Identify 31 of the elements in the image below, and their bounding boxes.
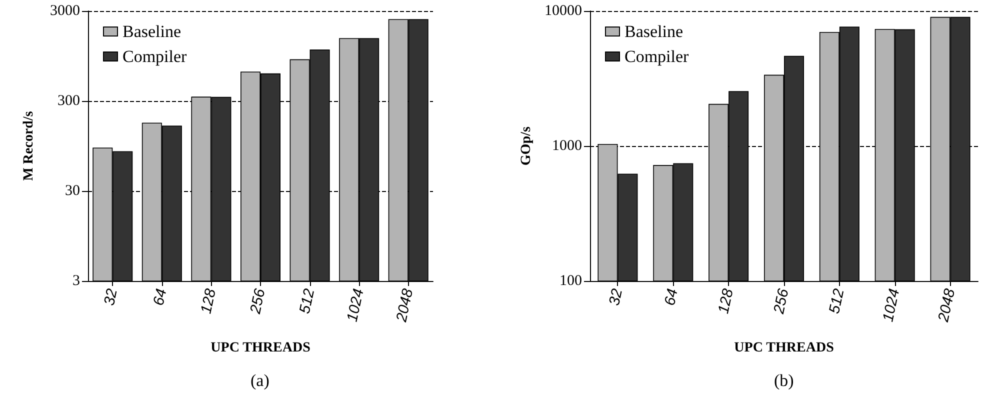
x-tick-label: 64 bbox=[150, 287, 170, 308]
legend-label: Baseline bbox=[122, 22, 182, 41]
x-tick-label: 256 bbox=[246, 286, 269, 316]
text: (b) bbox=[774, 371, 794, 390]
x-tick-label: 256 bbox=[770, 286, 792, 316]
x-axis-title: UPC THREADS bbox=[734, 340, 834, 356]
x-tick-label: 128 bbox=[715, 286, 738, 316]
x-tick-label: 2048 bbox=[934, 286, 959, 324]
text: (a) bbox=[250, 371, 270, 390]
x-axis-title: UPC THREADS bbox=[210, 340, 311, 356]
y-axis-title: GOp/s bbox=[519, 126, 534, 166]
y-tick-label: 100 bbox=[560, 273, 582, 289]
legend-label: Baseline bbox=[624, 22, 684, 41]
x-tick-label: 64 bbox=[661, 287, 682, 308]
y-tick-label: 300 bbox=[58, 93, 80, 109]
x-tick-label: 128 bbox=[198, 286, 220, 316]
y-tick-label: 10000 bbox=[544, 3, 582, 19]
legend-label: Compiler bbox=[122, 47, 188, 66]
y-axis-title: M Record/s bbox=[22, 110, 36, 181]
x-tick-label: 32 bbox=[606, 286, 626, 308]
x-tick-label: 1024 bbox=[880, 287, 904, 324]
y-tick-label: 3000 bbox=[50, 3, 80, 19]
x-tick-label: 512 bbox=[296, 286, 318, 316]
y-tick-label: 3 bbox=[72, 273, 80, 289]
x-tick-label: 32 bbox=[100, 286, 122, 308]
y-tick-label: 1000 bbox=[552, 138, 582, 154]
legend-label: Compiler bbox=[624, 47, 690, 66]
x-tick-label: 1024 bbox=[344, 287, 368, 324]
x-tick-label: 512 bbox=[826, 286, 848, 316]
x-tick-label: 2048 bbox=[392, 286, 417, 324]
y-tick-label: 30 bbox=[65, 183, 80, 199]
